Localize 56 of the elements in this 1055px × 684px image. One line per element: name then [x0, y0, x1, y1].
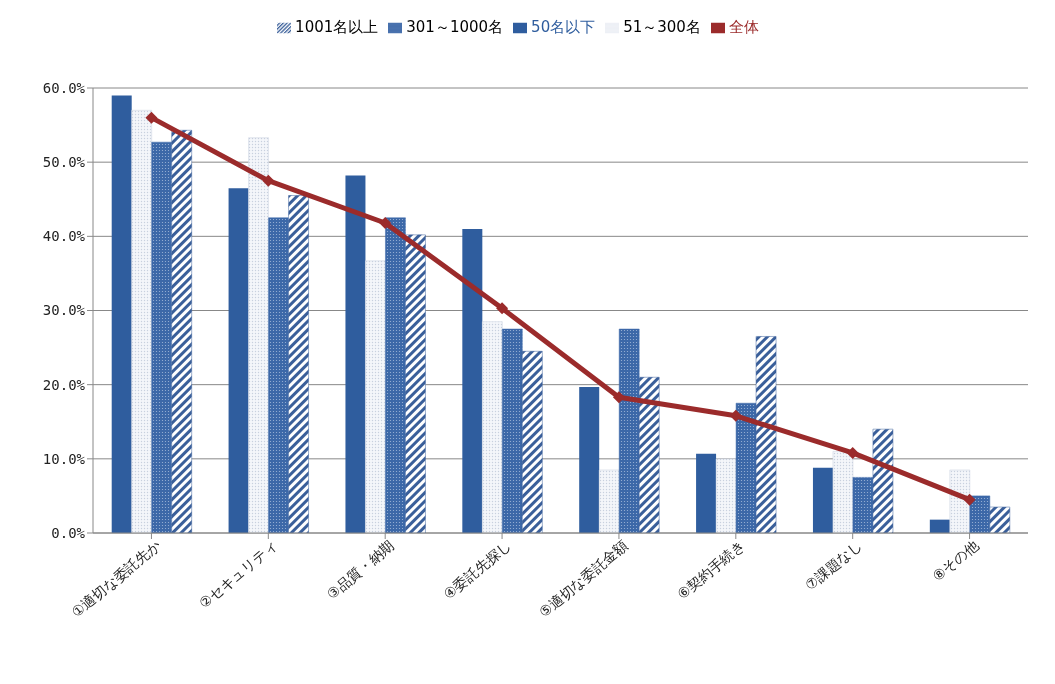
bar [872, 428, 894, 533]
bar [715, 458, 737, 533]
point [496, 302, 509, 315]
bar [502, 328, 523, 533]
bar [288, 195, 309, 533]
legend-label: 301～1000名 [406, 18, 504, 36]
point [846, 446, 859, 459]
bar [111, 95, 132, 533]
x-tick-label: ③品質・納期 [323, 537, 398, 603]
bar [989, 506, 1011, 533]
bar [268, 217, 289, 533]
point [145, 111, 158, 124]
bar [131, 110, 152, 533]
bar [462, 228, 483, 533]
y-tick-label: 50.0% [42, 154, 86, 171]
bar [405, 234, 426, 533]
bar [852, 477, 874, 533]
x-tick-label: ②セキュリティ [195, 537, 281, 612]
legend-label: 全体 [728, 18, 759, 36]
bar [618, 328, 640, 533]
bar [171, 130, 192, 533]
y-tick-label: 10.0% [42, 450, 86, 467]
y-tick-label: 40.0% [42, 228, 86, 245]
y-tick-label: 30.0% [42, 302, 86, 319]
point [379, 216, 392, 229]
bar [735, 402, 757, 533]
y-tick-label: 60.0% [42, 79, 86, 96]
bar [598, 469, 620, 533]
y-tick-label: 20.0% [42, 376, 86, 393]
bar [385, 217, 406, 533]
bar [522, 351, 543, 533]
bar [696, 453, 717, 533]
bar [248, 137, 269, 533]
bar [482, 321, 503, 533]
x-tick-label: ⑦課題なし [801, 537, 865, 594]
bar [969, 495, 991, 533]
bar [832, 451, 854, 533]
bar [755, 336, 777, 533]
legend-label: 50名以下 [531, 18, 596, 36]
point [262, 174, 275, 187]
legend-label: 1001名以上 [295, 18, 379, 36]
x-tick-label: ④委託先探し [440, 537, 514, 603]
x-tick-label: ⑤適切な委託金額 [535, 537, 631, 621]
x-tick-label: ⑧その他 [929, 537, 982, 585]
bar [151, 141, 172, 533]
bar [638, 377, 660, 533]
bar [345, 175, 366, 533]
bar [949, 469, 971, 533]
x-tick-label: ⑥契約手続き [674, 537, 748, 603]
bar [228, 188, 249, 533]
legend-label: 51～300名 [623, 18, 701, 36]
bar [579, 386, 600, 533]
bar [812, 467, 833, 533]
bar [365, 260, 386, 533]
point [963, 493, 976, 506]
point [612, 391, 625, 404]
